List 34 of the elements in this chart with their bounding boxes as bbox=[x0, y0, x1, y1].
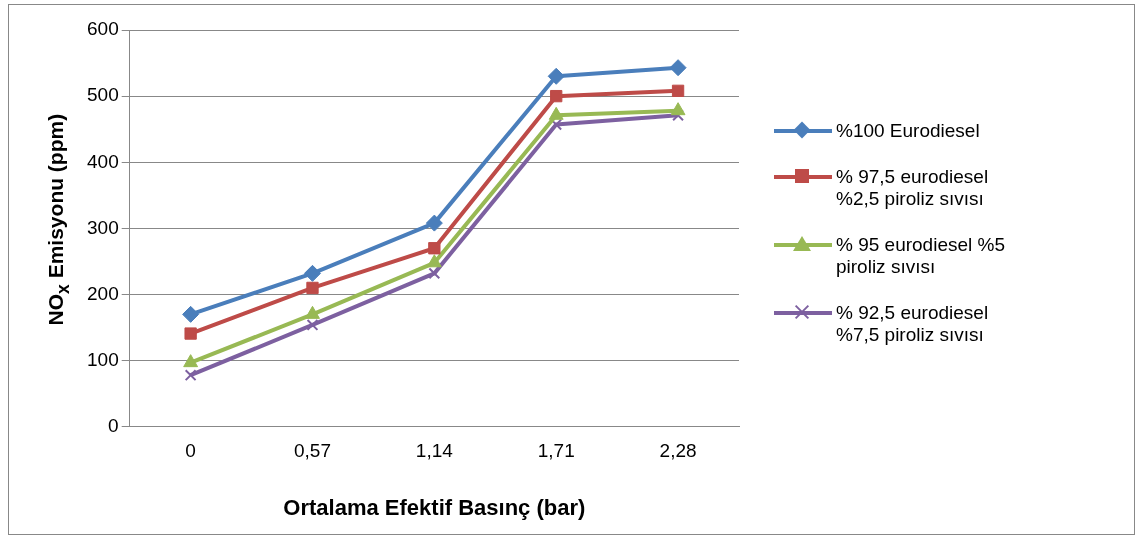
legend-label: % 92,5 eurodiesel %7,5 piroliz sıvısı bbox=[836, 302, 990, 346]
legend-label: %100 Eurodiesel bbox=[836, 120, 980, 142]
x-tick-label: 0 bbox=[185, 440, 196, 462]
point bbox=[426, 254, 442, 268]
point bbox=[547, 67, 565, 85]
point bbox=[669, 59, 687, 77]
point bbox=[550, 118, 563, 131]
legend-label: % 97,5 eurodiesel %2,5 piroliz sıvısı bbox=[836, 166, 990, 210]
y-tick-label: 200 bbox=[87, 282, 119, 304]
y-tick-label: 100 bbox=[87, 348, 119, 370]
point bbox=[184, 327, 197, 340]
point bbox=[428, 267, 441, 280]
point bbox=[425, 214, 443, 232]
point bbox=[428, 242, 441, 255]
y-tick-label: 300 bbox=[87, 216, 119, 238]
x-tick-label: 1,14 bbox=[415, 440, 454, 462]
point bbox=[550, 89, 563, 103]
x-tick-label: 2,28 bbox=[659, 440, 697, 462]
point bbox=[670, 102, 686, 116]
y-tick-label: 500 bbox=[87, 84, 119, 106]
point bbox=[306, 281, 319, 295]
x-axis-title: Ortalama Efektif Basınç (bar) bbox=[283, 494, 586, 520]
point bbox=[671, 84, 685, 97]
x-tick-label: 1,71 bbox=[537, 440, 575, 462]
point bbox=[303, 264, 321, 282]
y-tick-label: 0 bbox=[108, 415, 119, 437]
y-tick-label: 600 bbox=[87, 18, 119, 40]
point bbox=[183, 354, 199, 368]
x-tick-label: 0,57 bbox=[294, 440, 331, 462]
legend-label: % 95 eurodiesel %5 piroliz sıvısı bbox=[836, 234, 1006, 278]
point bbox=[182, 305, 200, 323]
point bbox=[184, 369, 197, 382]
y-tick-label: 400 bbox=[87, 150, 119, 172]
point bbox=[306, 319, 319, 331]
